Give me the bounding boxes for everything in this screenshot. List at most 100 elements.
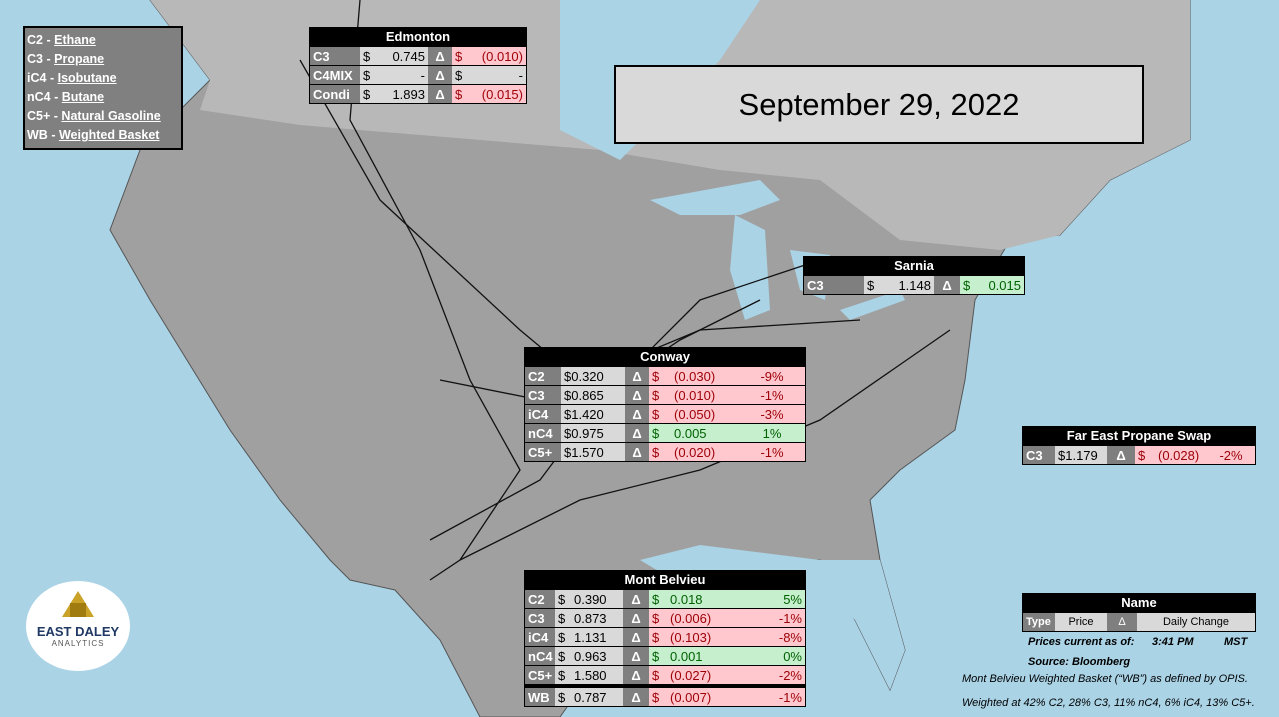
table-cell: 0.787 <box>571 688 623 706</box>
table-row: C3 $1.179 Δ $ (0.028) -2% <box>1023 445 1255 464</box>
table-cell: 5% <box>723 590 805 608</box>
table-cell: $ <box>649 688 667 706</box>
logo-icon <box>62 591 94 617</box>
table-cell: -1% <box>723 609 805 627</box>
table-row: C3 $0.873 Δ $ (0.006) -1% <box>525 608 805 627</box>
table-cell: $1.570 <box>561 443 625 461</box>
table-cell: $ <box>649 386 671 404</box>
table-cell: C2 <box>525 367 561 385</box>
table-cell: $0.320 <box>561 367 625 385</box>
table-title: Sarnia <box>894 258 934 273</box>
legend-item: C5+ - Natural Gasoline <box>27 107 179 126</box>
source: Source: Bloomberg <box>1028 656 1131 668</box>
table-cell: $ <box>649 424 671 442</box>
legend-item: C2 - Ethane <box>27 31 179 50</box>
table-cell: 0.745 <box>378 47 428 65</box>
table-cell: $ <box>960 276 976 294</box>
legend-name: Propane <box>54 52 105 66</box>
table-cell: nC4 <box>525 424 561 442</box>
key-cell: Price <box>1055 613 1107 631</box>
table-cell: Δ <box>625 443 649 461</box>
table-cell: Δ <box>934 276 960 294</box>
table-cell: 1% <box>739 424 805 442</box>
legend-separator: - <box>51 128 56 142</box>
table-cell: 0.390 <box>571 590 623 608</box>
key-title: Name <box>1121 595 1157 610</box>
table-cell: 0.873 <box>571 609 623 627</box>
legend-name: Weighted Basket <box>58 128 160 142</box>
time: 3:41 PM <box>1152 636 1194 648</box>
table-cell: Δ <box>625 367 649 385</box>
key-cell: Daily Change <box>1137 613 1255 631</box>
table-cell: (0.007) <box>667 688 723 706</box>
table-cell: Δ <box>625 405 649 423</box>
table-cell: iC4 <box>525 405 561 423</box>
table-cell: $1.179 <box>1055 446 1107 464</box>
table-cell: - <box>470 66 526 84</box>
table-cell: C5+ <box>525 443 561 461</box>
table-cell: (0.010) <box>671 386 739 404</box>
legend-separator: - <box>46 33 51 47</box>
table-cell: - <box>378 66 428 84</box>
logo: EAST DALEY ANALYTICS <box>26 581 130 671</box>
price-table: Edmonton C3 $0.745 Δ $ (0.010) C4MIX $ - Δ $ - Condi… <box>309 27 527 104</box>
table-cell: Δ <box>625 386 649 404</box>
table-cell: -1% <box>739 443 805 461</box>
prices-label: Prices current as of: <box>1028 636 1135 648</box>
legend: C2 - Ethane C3 - Propane iC4 - Isobutane nC… <box>23 26 183 150</box>
legend-code: iC4 <box>27 71 47 85</box>
legend-item: nC4 - Butane <box>27 88 179 107</box>
table-cell: (0.027) <box>667 666 723 684</box>
legend-separator: - <box>54 90 59 104</box>
table-cell: $ <box>1135 446 1155 464</box>
key: Name Type Price Δ Daily Change <box>1022 593 1256 632</box>
table-cell: 1.148 <box>880 276 934 294</box>
legend-separator: - <box>46 52 51 66</box>
table-cell: -9% <box>739 367 805 385</box>
table-row: nC4 $0.975 Δ $0.005 1% <box>525 423 805 442</box>
table-cell: C3 <box>525 609 555 627</box>
table-cell: $ <box>864 276 880 294</box>
legend-code: C3 <box>27 52 43 66</box>
table-cell: $ <box>649 367 671 385</box>
table-cell: $ <box>649 647 667 665</box>
table-cell: nC4 <box>525 647 555 665</box>
table-cell: 0.963 <box>571 647 623 665</box>
table-cell: -2% <box>1207 446 1255 464</box>
legend-code: C5+ <box>27 109 51 123</box>
zone: MST <box>1224 636 1248 648</box>
legend-item: iC4 - Isobutane <box>27 69 179 88</box>
price-table: Conway C2 $0.320 Δ $ (0.030) -9% C3 $0.865 Δ $ (0.0… <box>524 347 806 462</box>
table-cell: (0.028) <box>1155 446 1207 464</box>
table-title: Edmonton <box>385 29 451 44</box>
legend-code: nC4 <box>27 90 51 104</box>
table-cell: $ <box>555 666 571 684</box>
table-cell: $ <box>360 47 378 65</box>
table-cell: 0.005 <box>671 424 739 442</box>
table-row: iC4 $1.420 Δ $ (0.050) -3% <box>525 404 805 423</box>
price-table: Sarnia C3 $1.148 Δ $0.015 <box>803 256 1025 295</box>
table-cell: iC4 <box>525 628 555 646</box>
table-cell: 0.015 <box>976 276 1024 294</box>
table-cell: 1.580 <box>571 666 623 684</box>
key-cell: Type <box>1023 613 1055 631</box>
table-cell: $ <box>555 590 571 608</box>
price-table: Mont Belvieu C2 $0.390 Δ $0.018 5% C3 $0.873 Δ $(… <box>524 570 806 707</box>
table-cell: $1.420 <box>561 405 625 423</box>
table-row: nC4 $0.963 Δ $0.001 0% <box>525 646 805 665</box>
table-cell: $0.975 <box>561 424 625 442</box>
table-cell: (0.015) <box>470 85 526 103</box>
table-cell: $ <box>452 66 470 84</box>
basket-note: Mont Belvieu Weighted Basket (“WB”) as d… <box>962 673 1248 685</box>
table-cell: $ <box>555 647 571 665</box>
table-cell: $ <box>555 688 571 706</box>
table-cell: $ <box>649 590 667 608</box>
table-cell: Δ <box>623 647 649 665</box>
table-row: C2 $0.390 Δ $0.018 5% <box>525 589 805 608</box>
table-cell: C3 <box>310 47 360 65</box>
table-cell: Δ <box>428 66 452 84</box>
legend-code: C2 <box>27 33 43 47</box>
table-cell: (0.010) <box>470 47 526 65</box>
table-cell: (0.020) <box>671 443 739 461</box>
